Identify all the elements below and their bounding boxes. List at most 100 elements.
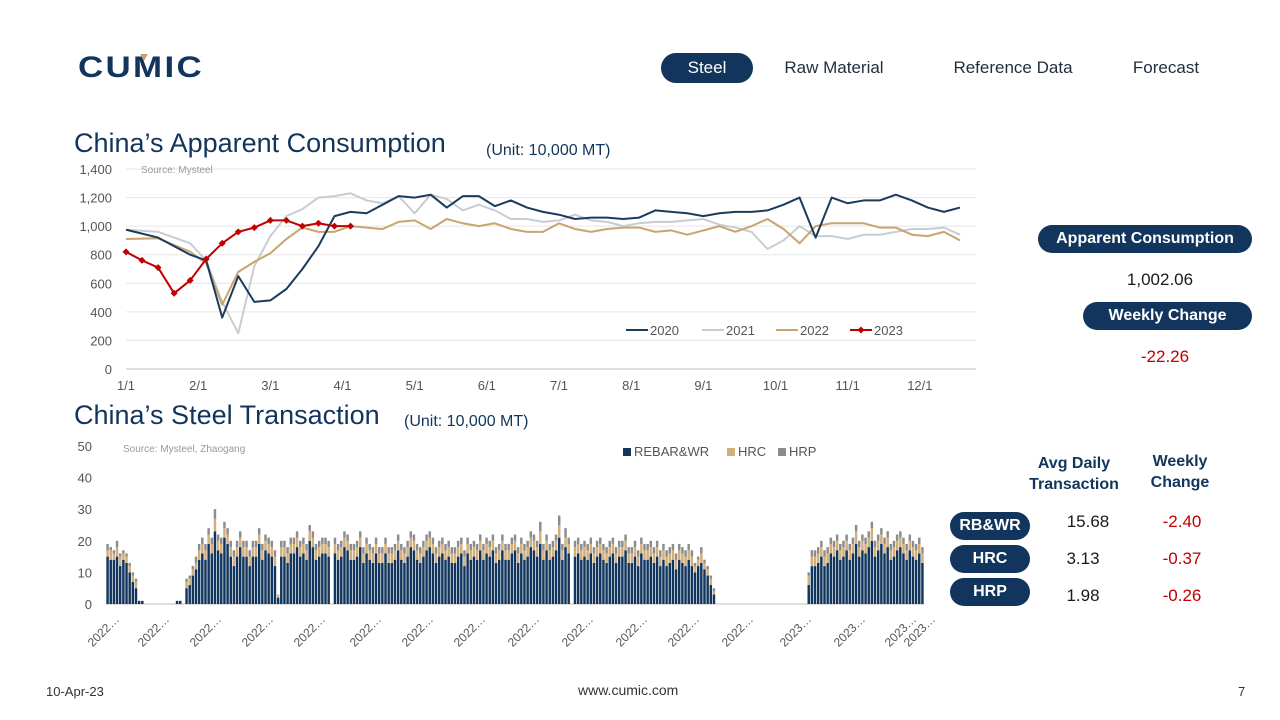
bar-segment-HRP [273, 550, 277, 557]
bar-segment-HRC [441, 543, 444, 554]
bar-segment-HRP [842, 540, 845, 548]
bar-segment-REBAR&WR [403, 562, 406, 604]
bar-segment-HRC [238, 537, 242, 548]
cumic-logo[interactable]: CUMIC [78, 51, 208, 84]
bar-segment-REBAR&WR [197, 559, 201, 604]
bar-segment-HRC [599, 543, 602, 554]
series-point-2023 [347, 222, 355, 230]
bar-segment-REBAR&WR [706, 575, 709, 604]
bar-segment-REBAR&WR [876, 550, 880, 604]
bar-segment-HRP [242, 540, 245, 548]
bar-segment-REBAR&WR [816, 562, 820, 604]
bar-segment-HRC [415, 550, 419, 560]
nav-tab-raw-material[interactable]: Raw Material [772, 53, 896, 83]
bar-segment-HRP [444, 543, 447, 551]
bar-segment-REBAR&WR [118, 566, 122, 604]
bar-segment-HRP [204, 543, 207, 551]
bar-segment-HRP [835, 534, 839, 541]
series-point-2023 [186, 276, 194, 284]
bar-segment-HRC [302, 543, 305, 554]
bar-segment-REBAR&WR [267, 553, 270, 604]
bar-segment-REBAR&WR [447, 556, 450, 604]
bar-segment-HRP [564, 528, 567, 538]
nav-tab-reference-data[interactable]: Reference Data [940, 53, 1086, 83]
bar-segment-REBAR&WR [213, 531, 217, 604]
transaction-bar-chart: 0 10 20 30 40 50 Source: Mysteel, Zhaogang 2022… [78, 439, 939, 649]
bar-segment-HRC [526, 547, 529, 557]
bar-segment-HRC [813, 556, 817, 567]
series-line-2020 [125, 193, 961, 319]
bar-segment-HRC [636, 556, 640, 567]
bar-segment-REBAR&WR [456, 556, 460, 604]
bar-segment-HRC [191, 569, 195, 576]
bar-segment-REBAR&WR [501, 550, 504, 604]
bar-segment-REBAR&WR [602, 559, 605, 604]
bar-segment-HRC [283, 547, 286, 557]
bar-segment-REBAR&WR [823, 566, 826, 604]
bar-segment-REBAR&WR [690, 566, 694, 604]
y-tick-label: 1,000 [79, 219, 112, 234]
footer-url[interactable]: www.cumic.com [578, 682, 679, 698]
bar-segment-HRC [396, 540, 400, 551]
bar-segment-REBAR&WR [507, 559, 510, 604]
series-point-2023 [250, 224, 258, 232]
bar-segment-HRP [207, 528, 210, 535]
bar-segment-HRP [191, 566, 195, 570]
y-tick-label: 0 [105, 362, 112, 377]
bar-segment-HRP [870, 521, 874, 529]
bar-segment-HRP [229, 540, 232, 548]
bar-segment-REBAR&WR [899, 547, 902, 604]
bar-segment-REBAR&WR [415, 559, 419, 604]
bar-segment-HRP [911, 540, 915, 548]
bar-segment-HRP [431, 537, 435, 544]
row-avg-rbwr: 15.68 [1066, 512, 1110, 531]
bar-segment-HRC [690, 556, 694, 567]
bar-segment-HRC [895, 540, 899, 551]
bar-segment-HRP [867, 531, 870, 538]
bar-segment-HRP [614, 547, 618, 554]
nav-tab-forecast[interactable]: Forecast [1118, 53, 1214, 83]
bar-segment-REBAR&WR [441, 553, 444, 604]
bar-segment-REBAR&WR [450, 562, 454, 604]
bar-segment-HRC [314, 550, 318, 560]
nav-tab-steel[interactable]: Steel [661, 53, 753, 83]
x-tick-label: 2022… [135, 612, 172, 649]
y-tick-label: 200 [90, 333, 112, 348]
bar-segment-REBAR&WR [336, 559, 340, 604]
bar-segment-HRP [497, 543, 501, 551]
bar-segment-REBAR&WR [908, 550, 912, 604]
bar-segment-HRP [586, 543, 589, 551]
transaction-title: China’s Steel Transaction [74, 400, 380, 430]
bar-segment-REBAR&WR [583, 556, 586, 604]
bar-segment-HRC [810, 556, 814, 567]
series-point-2023 [282, 216, 290, 224]
bar-segment-REBAR&WR [700, 562, 703, 604]
bar-segment-HRC [406, 547, 409, 557]
bar-segment-HRP [520, 537, 523, 544]
bar-segment-REBAR&WR [605, 562, 608, 604]
bar-segment-HRP [889, 543, 893, 551]
series-point-2023 [138, 256, 146, 264]
bar-segment-REBAR&WR [861, 550, 864, 604]
bar-segment-HRC [456, 547, 460, 557]
bar-segment-HRP [617, 540, 621, 548]
bar-segment-HRC [816, 553, 820, 563]
bar-segment-HRP [921, 547, 924, 554]
bar-segment-HRC [428, 537, 431, 548]
bar-segment-REBAR&WR [491, 550, 495, 604]
bar-segment-HRP [592, 547, 596, 554]
bar-segment-REBAR&WR [608, 556, 611, 604]
bar-segment-HRC [213, 518, 217, 532]
bar-segment-HRP [469, 543, 473, 551]
row-label-hrp: HRP [950, 578, 1030, 606]
bar-segment-HRC [242, 547, 245, 557]
bar-segment-REBAR&WR [368, 559, 371, 604]
bar-segment-REBAR&WR [867, 547, 870, 604]
bar-segment-REBAR&WR [554, 550, 558, 604]
bar-segment-HRP [539, 521, 542, 532]
bar-segment-HRC [371, 553, 375, 563]
bar-segment-REBAR&WR [381, 562, 384, 604]
bar-segment-HRC [305, 550, 308, 560]
bar-segment-HRP [441, 537, 444, 544]
bar-segment-HRP [662, 543, 665, 551]
